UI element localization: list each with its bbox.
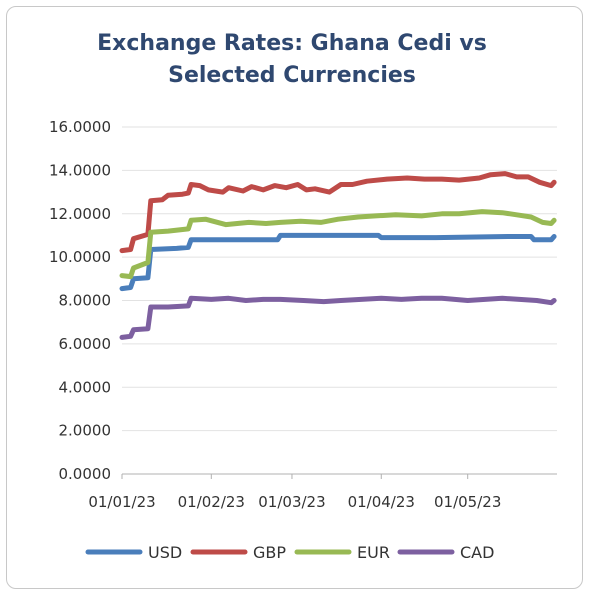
legend-label-cad: CAD — [460, 543, 494, 562]
legend-label-eur: EUR — [357, 543, 390, 562]
y-tick-label: 6.0000 — [59, 335, 112, 353]
x-axis-ticks: 01/01/23 01/02/23 01/03/23 01/04/23 01/05/23 — [88, 474, 501, 511]
y-tick-label: 14.0000 — [49, 161, 111, 179]
y-tick-label: 16.0000 — [49, 118, 111, 136]
x-tick-label: 01/04/23 — [348, 493, 415, 511]
series-line-gbp — [119, 171, 557, 254]
series-line-cad — [119, 295, 557, 340]
y-tick-label: 8.0000 — [59, 292, 112, 310]
y-tick-label: 4.0000 — [59, 378, 112, 396]
legend: USD GBP EUR CAD — [85, 543, 494, 562]
chart-title-line-2: Selected Currencies — [168, 63, 416, 88]
y-axis-ticks: 0.0000 2.0000 4.0000 6.0000 8.0000 10.0000 12.… — [49, 118, 111, 483]
x-tick-label: 01/01/23 — [88, 493, 155, 511]
series-lines — [119, 171, 557, 340]
x-tick-label: 01/03/23 — [258, 493, 325, 511]
series-line-eur — [119, 209, 557, 280]
series-line-usd — [119, 232, 557, 292]
y-tick-label: 12.0000 — [49, 205, 111, 223]
x-tick-label: 01/02/23 — [178, 493, 245, 511]
y-tick-label: 2.0000 — [59, 422, 112, 440]
y-tick-label: 10.0000 — [49, 248, 111, 266]
chart-title-line-1: Exchange Rates: Ghana Cedi vs — [97, 31, 487, 56]
legend-label-gbp: GBP — [253, 543, 286, 562]
y-tick-label: 0.0000 — [59, 465, 112, 483]
legend-label-usd: USD — [148, 543, 182, 562]
x-tick-label: 01/05/23 — [434, 493, 501, 511]
